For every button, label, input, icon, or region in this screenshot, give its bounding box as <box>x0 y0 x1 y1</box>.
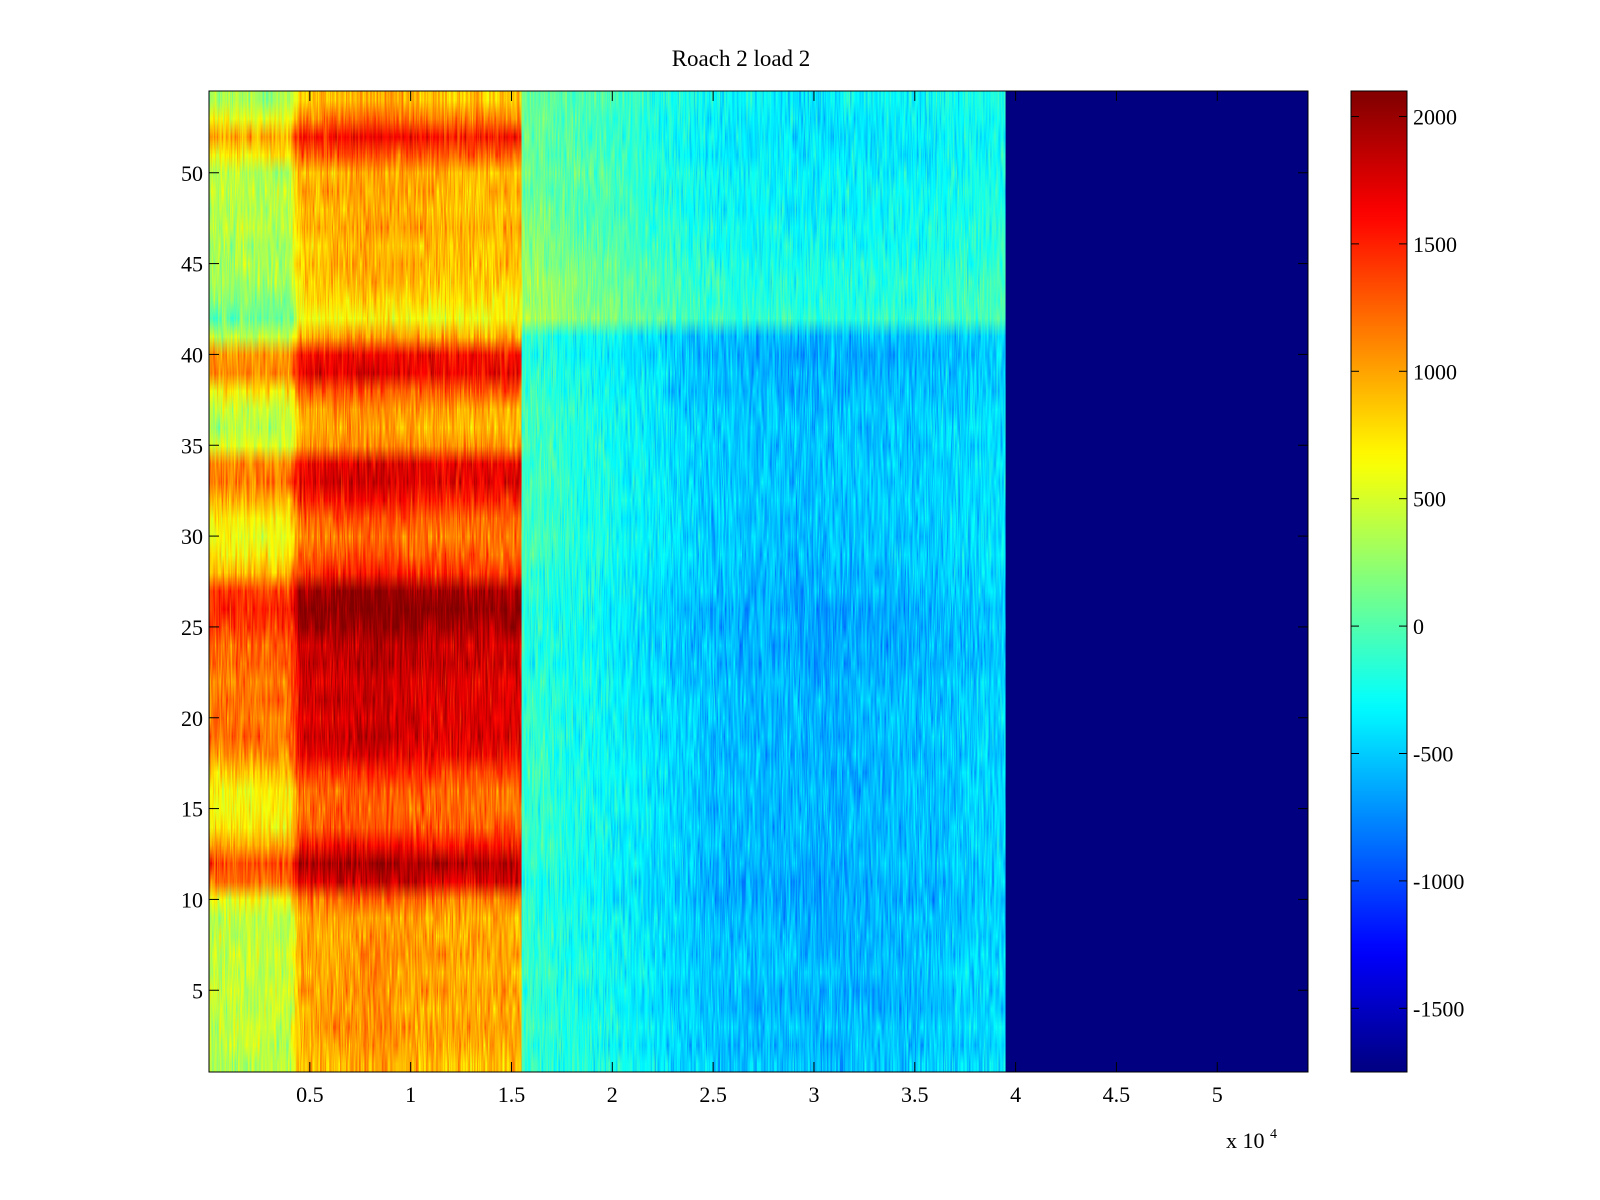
y-tick-label: 40 <box>181 342 203 367</box>
plot-frame <box>208 90 1309 1073</box>
y-axis: 5 10 15 20 25 30 35 40 45 50 <box>181 161 1308 1003</box>
y-tick-label: 20 <box>181 706 203 731</box>
colorbar-ticks: 2000 1500 1000 500 0 -500 -1000 -1500 <box>1351 104 1464 1021</box>
colorbar-tick-label: -500 <box>1413 741 1453 766</box>
x-exponent-base: x 10 <box>1226 1128 1265 1153</box>
y-tick-label: 45 <box>181 252 203 277</box>
colorbar-tick-label: 1000 <box>1413 359 1457 384</box>
colorbar-tick-label: -1000 <box>1413 869 1464 894</box>
colorbar-tick-label: 0 <box>1413 614 1424 639</box>
heatmap-image <box>209 91 1308 1072</box>
y-tick-label: 50 <box>181 161 203 186</box>
colorbar-gradient <box>1351 91 1407 1072</box>
heatmap-area <box>209 91 1308 1072</box>
colorbar-tick-label: 500 <box>1413 487 1446 512</box>
y-tick-label: 10 <box>181 887 203 912</box>
colorbar-tick-label: -1500 <box>1413 996 1464 1021</box>
colorbar-frame <box>1350 90 1408 1073</box>
x-tick-label: 1.5 <box>498 1082 526 1107</box>
colorbar-tick-label: 1500 <box>1413 232 1457 257</box>
colorbar-tick-label: 2000 <box>1413 104 1457 129</box>
x-exponent-label: x 10 4 <box>1226 1127 1277 1153</box>
x-tick-label: 4 <box>1010 1082 1021 1107</box>
y-tick-label: 30 <box>181 524 203 549</box>
y-tick-label: 35 <box>181 433 203 458</box>
x-tick-label: 2.5 <box>699 1082 727 1107</box>
x-tick-label: 5 <box>1212 1082 1223 1107</box>
x-tick-label: 3.5 <box>901 1082 929 1107</box>
x-tick-label: 0.5 <box>296 1082 324 1107</box>
x-tick-label: 3 <box>808 1082 819 1107</box>
y-tick-label: 15 <box>181 797 203 822</box>
x-tick-label: 2 <box>607 1082 618 1107</box>
x-tick-label: 4.5 <box>1103 1082 1131 1107</box>
colorbar: 2000 1500 1000 500 0 -500 -1000 -1500 <box>1350 90 1464 1073</box>
x-axis: 0.5 1 1.5 2 2.5 3 3.5 4 4.5 5 <box>296 91 1223 1107</box>
x-exponent-power: 4 <box>1270 1127 1277 1142</box>
chart-title: Roach 2 load 2 <box>672 46 811 71</box>
y-tick-label: 25 <box>181 615 203 640</box>
x-tick-label: 1 <box>405 1082 416 1107</box>
y-tick-label: 5 <box>192 978 203 1003</box>
